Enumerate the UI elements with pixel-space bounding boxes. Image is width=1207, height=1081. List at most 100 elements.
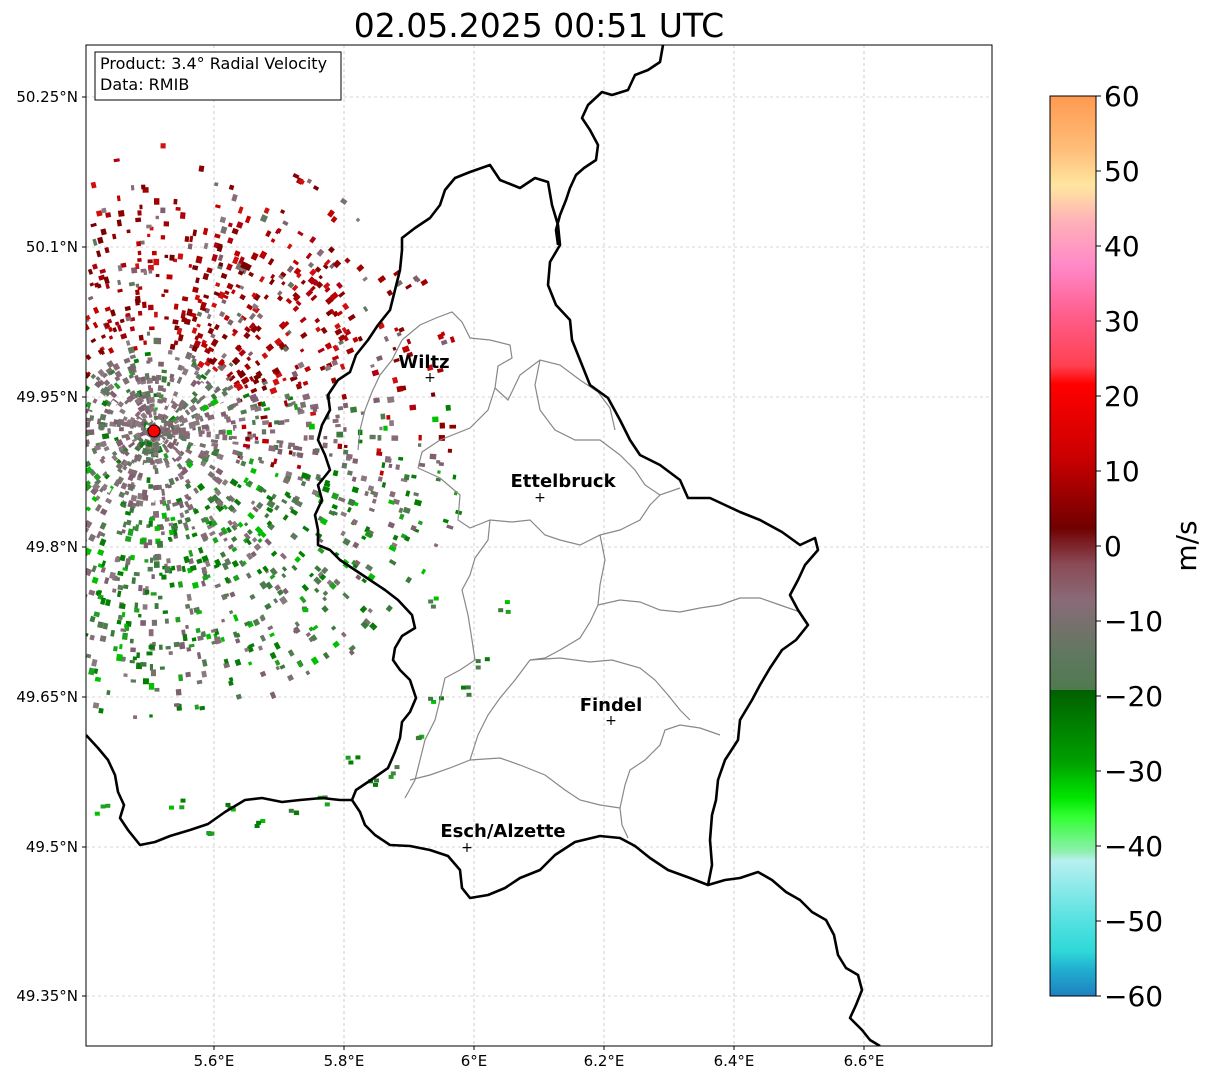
radar-echo-pixel bbox=[127, 468, 135, 476]
radar-echo-pixel bbox=[94, 811, 100, 816]
radar-echo-pixel bbox=[297, 230, 304, 237]
radar-echo-pixel bbox=[196, 652, 202, 660]
radar-echo-pixel bbox=[226, 404, 234, 412]
radar-echo-pixel bbox=[308, 435, 314, 440]
radar-echo-pixel bbox=[167, 536, 172, 541]
radar-echo-pixel bbox=[124, 450, 130, 457]
radar-echo-pixel bbox=[92, 321, 99, 329]
lat-tick-label: 49.5°N bbox=[26, 838, 78, 856]
radar-echo-pixel bbox=[206, 313, 212, 320]
radar-echo-pixel bbox=[247, 512, 255, 520]
radar-echo-pixel bbox=[165, 503, 171, 511]
radar-echo-pixel bbox=[166, 381, 171, 387]
radar-echo-pixel bbox=[242, 443, 251, 449]
radar-echo-pixel bbox=[166, 558, 171, 564]
radar-echo-pixel bbox=[329, 308, 336, 315]
radar-echo-pixel bbox=[335, 414, 340, 419]
radar-echo-pixel bbox=[288, 450, 293, 455]
radar-echo-pixel bbox=[210, 398, 219, 407]
radar-echo-pixel bbox=[172, 319, 179, 325]
radar-echo-pixel bbox=[126, 519, 132, 526]
radar-echo-pixel bbox=[369, 622, 378, 631]
radar-echo-pixel bbox=[142, 678, 150, 685]
radar-echo-pixel bbox=[88, 667, 96, 676]
radar-echo-pixel bbox=[122, 521, 128, 528]
radar-echo-pixel bbox=[213, 443, 219, 450]
radar-echo-pixel bbox=[129, 354, 136, 360]
radar-echo-pixel bbox=[260, 819, 266, 823]
radar-echo-pixel bbox=[247, 351, 254, 357]
radar-echo-pixel bbox=[207, 496, 215, 504]
radar-echo-pixel bbox=[127, 346, 135, 354]
radar-echo-pixel bbox=[309, 268, 317, 277]
radar-echo-pixel bbox=[220, 352, 228, 359]
radar-echo-pixel bbox=[151, 574, 155, 580]
radar-echo-pixel bbox=[102, 622, 109, 630]
radar-echo-pixel bbox=[189, 444, 197, 452]
radar-echo-pixel bbox=[177, 472, 185, 481]
place-label: Wiltz bbox=[398, 352, 449, 373]
radar-echo-pixel bbox=[293, 810, 299, 815]
radar-echo-pixel bbox=[134, 602, 139, 609]
radar-echo-pixel bbox=[202, 272, 210, 281]
radar-echo-pixel bbox=[92, 238, 98, 246]
radar-echo-pixel bbox=[92, 702, 100, 709]
radar-echo-pixel bbox=[339, 363, 346, 370]
radar-echo-pixel bbox=[387, 521, 396, 529]
radar-echo-pixel bbox=[269, 567, 278, 576]
radar-echo-pixel bbox=[274, 368, 280, 375]
radar-echo-pixel bbox=[356, 264, 365, 273]
colorbar-tick-label: 10 bbox=[1104, 455, 1140, 488]
radar-echo-pixel bbox=[229, 591, 236, 598]
radar-echo-pixel bbox=[106, 360, 115, 369]
radar-echo-pixel bbox=[248, 643, 255, 649]
radar-echo-pixel bbox=[214, 558, 222, 567]
radar-echo-pixel bbox=[281, 498, 288, 505]
radar-echo-pixel bbox=[238, 417, 246, 422]
radar-echo-pixel bbox=[321, 485, 331, 494]
radar-echo-pixel bbox=[395, 464, 401, 470]
radar-echo-pixel bbox=[282, 514, 289, 521]
radar-echo-pixel bbox=[210, 439, 219, 444]
radar-echo-pixel bbox=[215, 282, 221, 288]
radar-echo-pixel bbox=[223, 537, 228, 542]
radar-echo-pixel bbox=[323, 482, 331, 488]
radar-echo-pixel bbox=[420, 568, 427, 575]
radar-echo-pixel bbox=[210, 393, 218, 401]
radar-echo-pixel bbox=[297, 361, 305, 369]
radar-echo-pixel bbox=[154, 379, 159, 384]
radar-echo-pixel bbox=[163, 414, 169, 420]
radar-echo-pixel bbox=[86, 653, 92, 659]
radar-echo-pixel bbox=[164, 517, 170, 522]
radar-echo-pixel bbox=[282, 345, 289, 353]
radar-echo-pixel bbox=[200, 373, 207, 381]
radar-echo-pixel bbox=[201, 670, 208, 678]
radar-echo-pixel bbox=[149, 714, 153, 718]
radar-echo-pixel bbox=[136, 454, 143, 462]
radar-echo-pixel bbox=[236, 450, 243, 457]
radar-echo-pixel bbox=[287, 281, 295, 289]
radar-echo-pixel bbox=[113, 479, 121, 488]
radar-echo-pixel bbox=[267, 258, 275, 266]
radar-echo-pixel bbox=[417, 443, 422, 447]
radar-echo-pixel bbox=[190, 379, 198, 388]
radar-echo-pixel bbox=[123, 584, 129, 590]
radar-echo-pixel bbox=[199, 442, 207, 448]
radar-echo-pixel bbox=[286, 674, 295, 682]
radar-echo-pixel bbox=[285, 470, 293, 478]
radar-echo-pixel bbox=[108, 326, 113, 333]
radar-echo-pixel bbox=[150, 669, 156, 677]
radar-echo-pixel bbox=[323, 282, 331, 290]
radar-echo-pixel bbox=[235, 383, 244, 392]
radar-echo-pixel bbox=[147, 357, 153, 362]
radar-echo-pixel bbox=[124, 490, 130, 496]
radar-echo-pixel bbox=[254, 415, 260, 420]
radar-echo-pixel bbox=[178, 641, 186, 650]
radar-echo-pixel bbox=[105, 803, 111, 808]
radar-echo-pixel bbox=[286, 243, 293, 250]
radar-echo-pixel bbox=[153, 561, 160, 568]
radar-echo-pixel bbox=[146, 224, 152, 229]
radar-echo-pixel bbox=[285, 297, 293, 305]
radar-echo-pixel bbox=[188, 643, 195, 648]
radar-echo-pixel bbox=[359, 605, 368, 614]
